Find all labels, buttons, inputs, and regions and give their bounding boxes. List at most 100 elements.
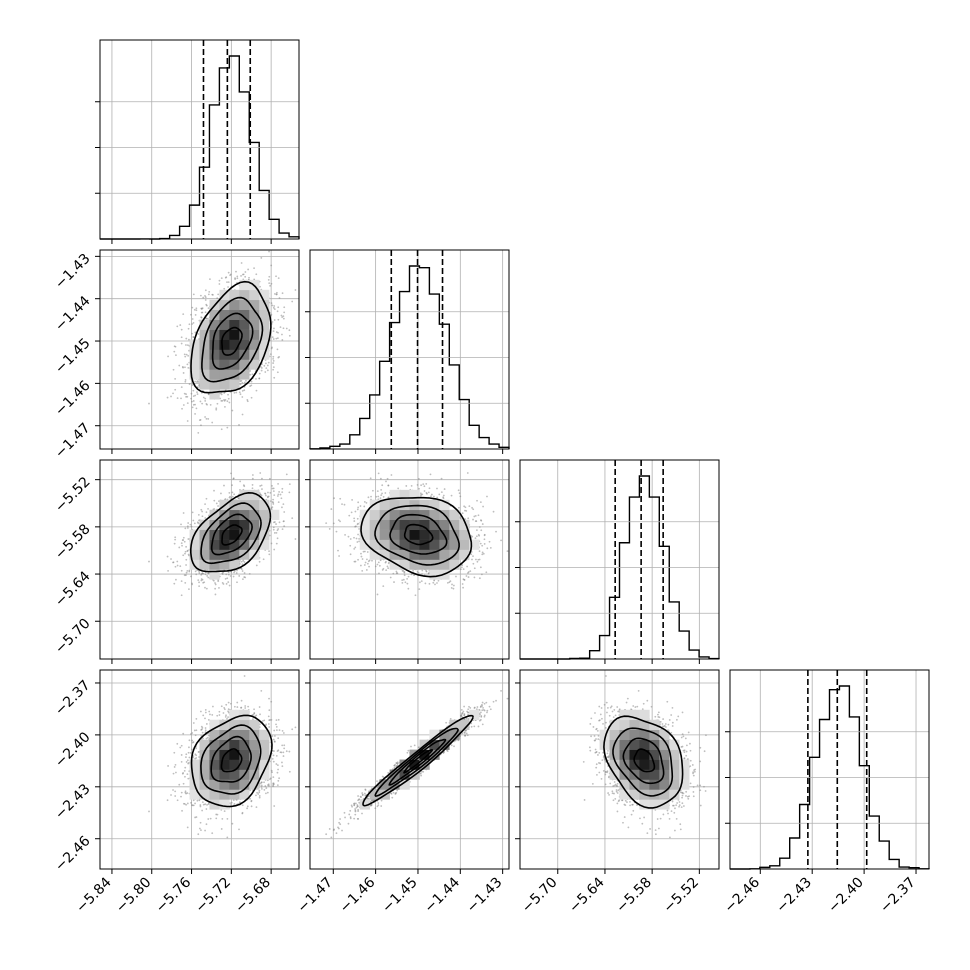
density-cell bbox=[459, 539, 470, 550]
scatter-point bbox=[360, 555, 363, 558]
scatter-point bbox=[438, 493, 441, 496]
density-cell bbox=[259, 749, 270, 760]
scatter-point bbox=[281, 333, 283, 336]
scatter-point bbox=[227, 571, 230, 574]
density-cell bbox=[189, 759, 200, 770]
panel-frame bbox=[99, 669, 300, 870]
scatter-point bbox=[255, 714, 258, 717]
density-cell bbox=[409, 549, 420, 560]
scatter-point bbox=[478, 577, 481, 580]
density-cell bbox=[199, 759, 210, 770]
scatter-point bbox=[239, 383, 242, 386]
scatter-point bbox=[200, 729, 203, 731]
scatter-point bbox=[198, 827, 201, 830]
scatter-point bbox=[184, 355, 187, 358]
scatter-point bbox=[424, 582, 427, 585]
density-cell bbox=[249, 489, 260, 501]
scatter-point bbox=[220, 399, 223, 402]
scatter-point bbox=[167, 765, 169, 767]
density-cell bbox=[449, 559, 460, 570]
scatter-point bbox=[188, 756, 191, 759]
scatter-point bbox=[397, 487, 400, 490]
scatter-point bbox=[325, 833, 328, 836]
scatter-point bbox=[202, 803, 205, 806]
scatter-point bbox=[372, 489, 374, 492]
scatter-point bbox=[184, 581, 187, 584]
scatter-point bbox=[205, 317, 208, 320]
scatter-point bbox=[282, 327, 285, 330]
scatter-point bbox=[224, 406, 226, 408]
scatter-point bbox=[278, 297, 281, 299]
scatter-point bbox=[179, 565, 182, 568]
scatter-point bbox=[182, 512, 185, 514]
scatter-point bbox=[215, 813, 218, 816]
scatter-point bbox=[242, 578, 244, 581]
scatter-point bbox=[207, 576, 210, 579]
contour-0.5σ bbox=[221, 326, 243, 356]
scatter-point bbox=[278, 521, 281, 524]
scatter-point bbox=[355, 802, 357, 805]
scatter-point bbox=[419, 772, 422, 775]
scatter-point bbox=[360, 796, 362, 799]
scatter-point bbox=[194, 380, 197, 383]
density-cell bbox=[389, 489, 400, 501]
scatter-point bbox=[176, 799, 179, 802]
scatter-point bbox=[259, 285, 261, 288]
scatter-point bbox=[180, 760, 183, 763]
scatter-point bbox=[195, 747, 197, 750]
density-cell bbox=[249, 539, 260, 550]
scatter-point bbox=[357, 558, 359, 561]
density-cell bbox=[399, 519, 410, 530]
scatter-point bbox=[350, 511, 353, 514]
scatter-point bbox=[238, 424, 240, 426]
scatter-point bbox=[233, 570, 236, 572]
scatter-point bbox=[271, 304, 274, 307]
scatter-point bbox=[365, 569, 368, 571]
scatter-point bbox=[255, 273, 258, 276]
density-cell bbox=[209, 509, 220, 520]
scatter-point bbox=[477, 533, 480, 536]
scatter-point bbox=[465, 510, 468, 512]
scatter-point bbox=[468, 705, 470, 708]
scatter-point bbox=[469, 570, 472, 572]
scatter-point bbox=[223, 708, 226, 711]
scatter-point bbox=[226, 400, 229, 403]
scatter-point bbox=[176, 564, 179, 567]
scatter-point bbox=[204, 586, 206, 589]
scatter-point bbox=[186, 395, 189, 398]
scatter-point bbox=[440, 477, 443, 480]
scatter-point bbox=[194, 753, 197, 756]
scatter-point bbox=[429, 473, 432, 476]
scatter-point bbox=[282, 732, 285, 734]
scatter-point bbox=[227, 393, 229, 396]
scatter-point bbox=[268, 553, 271, 556]
scatter-point bbox=[288, 334, 291, 337]
scatter-point bbox=[148, 560, 150, 563]
scatter-point bbox=[215, 817, 218, 820]
scatter-point bbox=[192, 321, 195, 324]
scatter-point bbox=[194, 734, 197, 737]
scatter-point bbox=[241, 390, 244, 392]
scatter-point bbox=[268, 709, 271, 712]
scatter-point bbox=[191, 732, 194, 734]
scatter-point bbox=[185, 571, 188, 574]
scatter-point bbox=[229, 575, 232, 577]
panel-3-1 bbox=[148, 472, 297, 597]
scatter-point bbox=[206, 317, 209, 320]
scatter-point bbox=[185, 756, 187, 759]
scatter-point bbox=[339, 818, 341, 820]
density-cell bbox=[239, 779, 250, 790]
scatter-point bbox=[339, 497, 342, 500]
density-cell bbox=[189, 769, 200, 780]
scatter-point bbox=[344, 533, 346, 536]
scatter-point bbox=[227, 286, 229, 288]
scatter-point bbox=[233, 571, 235, 574]
scatter-point bbox=[206, 403, 208, 406]
scatter-point bbox=[418, 588, 421, 591]
panel-frame bbox=[99, 39, 300, 240]
scatter-point bbox=[271, 771, 273, 774]
density-cell bbox=[249, 299, 260, 310]
scatter-point bbox=[242, 484, 245, 487]
density-cell bbox=[199, 749, 210, 760]
